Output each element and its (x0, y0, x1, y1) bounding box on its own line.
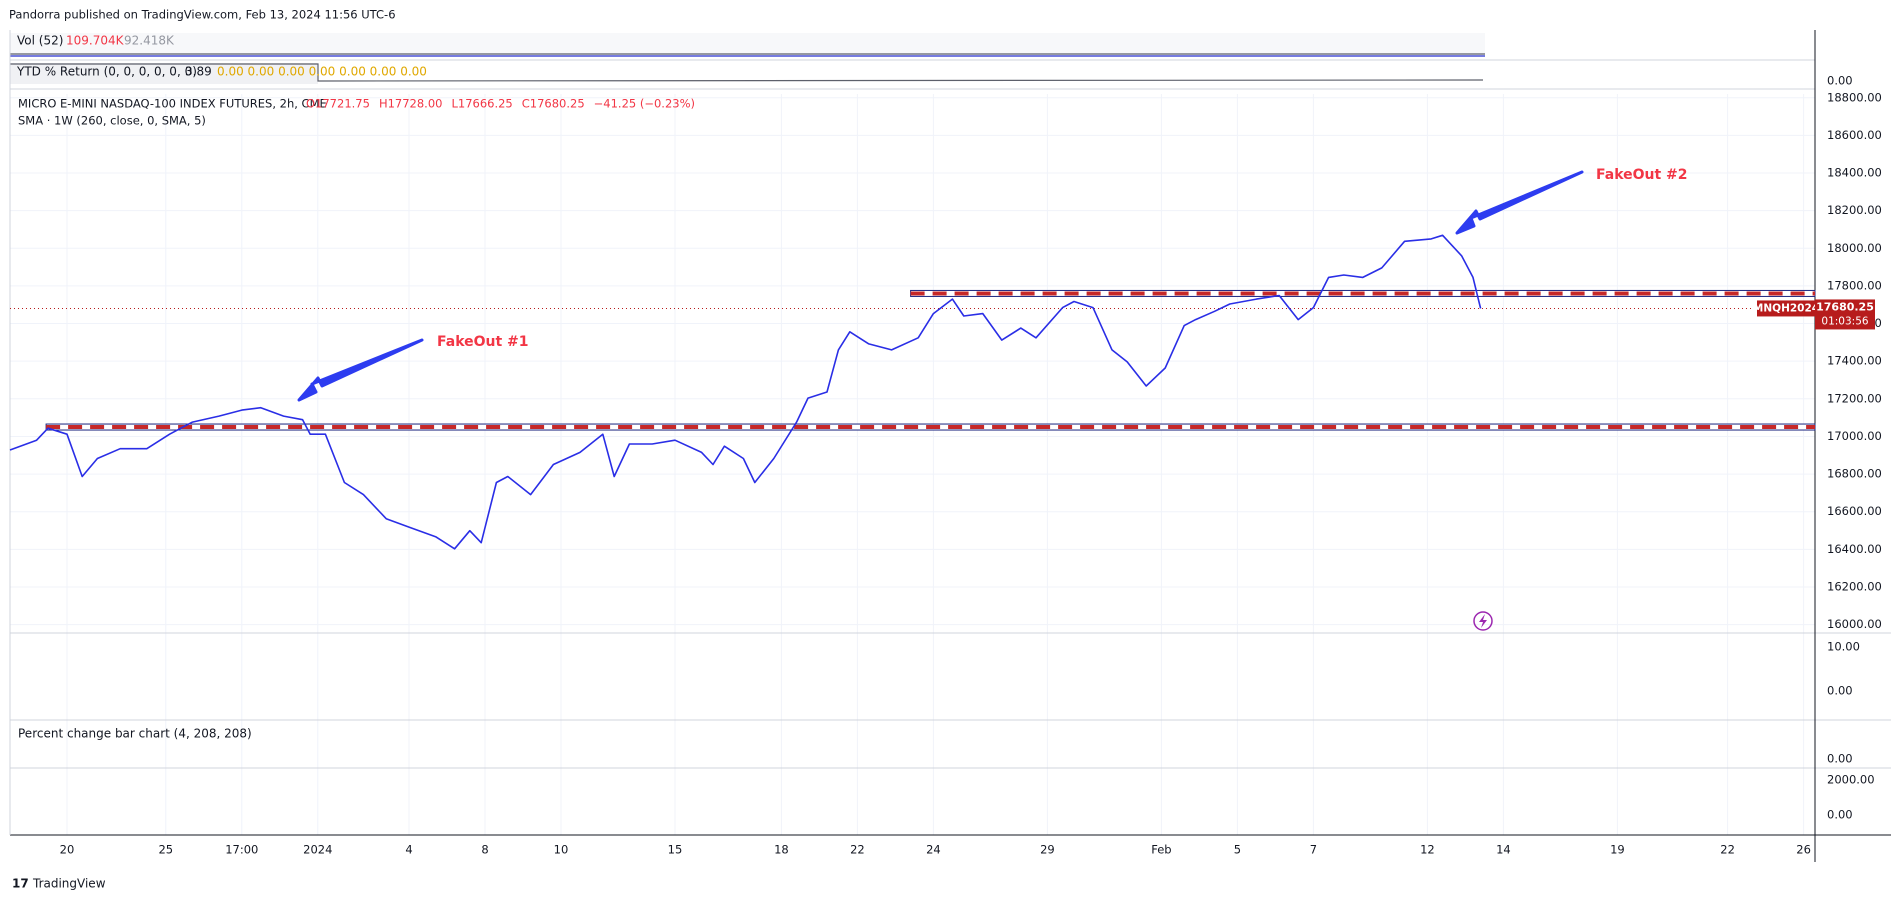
x-tick-label: 2024 (303, 843, 332, 857)
x-tick-label: 24 (926, 843, 941, 857)
x-tick-label: 22 (1720, 843, 1735, 857)
y-tick-label: 17800.00 (1827, 278, 1882, 292)
pane-axis-label: 2000.00 (1827, 773, 1875, 787)
ohlc-value: H17728.00 (379, 97, 443, 111)
pane-axis-label: 0.00 (1827, 752, 1853, 766)
footer: TradingView (32, 877, 106, 891)
ytd-value: 3.89 (185, 65, 212, 79)
x-tick-label: 4 (405, 843, 412, 857)
alert-icon-bolt (1479, 614, 1487, 628)
ytd-line (10, 63, 1484, 82)
ohlc-legend: O17721.75 H17728.00 L17666.25 C17680.25 −41.… (306, 97, 695, 111)
x-tick-label: 17:00 (225, 843, 258, 857)
annotation-arrow (297, 338, 424, 402)
x-tick-label: 10 (554, 843, 569, 857)
last-price-label: 17680.25 (1816, 300, 1874, 313)
x-tick-label: 15 (668, 843, 683, 857)
header: Pandorra published on TradingView.com, F… (9, 8, 396, 22)
volume-value: 109.704K (66, 34, 125, 48)
x-tick-label: 29 (1040, 843, 1055, 857)
symbol-title: MICRO E-MINI NASDAQ-100 INDEX FUTURES, 2… (18, 97, 327, 111)
annotation-arrow (1455, 170, 1584, 235)
annotation: FakeOut #1 (437, 334, 529, 350)
last-price-box (1815, 299, 1875, 330)
y-tick-label: 18200.00 (1827, 203, 1882, 217)
x-tick-label: 26 (1796, 843, 1811, 857)
pane-axis-label: 0.00 (1827, 808, 1853, 822)
ytd-shade (10, 63, 318, 84)
volume-label: Vol (52) (17, 34, 63, 48)
x-tick-label: 19 (1610, 843, 1625, 857)
symbol-label: MNQH2024 (1753, 302, 1819, 314)
x-tick-label: 8 (481, 843, 488, 857)
ohlc-value: −41.25 (−0.23%) (594, 97, 695, 111)
y-tick-label: 17000.00 (1827, 429, 1882, 443)
ohlc-value: L17666.25 (451, 97, 512, 111)
y-tick-label: 16600.00 (1827, 504, 1882, 518)
y-tick-label: 18800.00 (1827, 90, 1882, 104)
x-tick-label: 22 (850, 843, 865, 857)
pane-axis-label: 10.00 (1827, 640, 1860, 654)
y-tick-label: 16800.00 (1827, 467, 1882, 481)
y-tick-label: 17400.00 (1827, 354, 1882, 368)
ohlc-value: O17721.75 (306, 97, 370, 111)
ohlc-value: C17680.25 (522, 97, 585, 111)
pane-axis-label: 0.00 (1827, 684, 1853, 698)
x-tick-label: Feb (1151, 843, 1171, 857)
footer-logo: 17 (12, 877, 29, 891)
ytd-label: YTD % Return (0, 0, 0, 0, 0, 0) (16, 65, 197, 79)
y-tick-label: 16400.00 (1827, 542, 1882, 556)
annotation: FakeOut #2 (1596, 167, 1688, 183)
x-tick-label: 25 (158, 843, 173, 857)
symbol-label-box (1757, 300, 1815, 317)
price-line (9, 234, 1482, 550)
x-tick-label: 12 (1420, 843, 1435, 857)
x-tick-label: 5 (1234, 843, 1241, 857)
y-tick-label: 18400.00 (1827, 166, 1882, 180)
y-tick-label: 16200.00 (1827, 579, 1882, 593)
volume-ma-value: 92.418K (124, 34, 175, 48)
ytd-values: 0.00 0.00 0.00 0.00 0.00 0.00 0.00 (217, 65, 427, 79)
indicator-label: SMA · 1W (260, close, 0, SMA, 5) (18, 114, 206, 128)
y-tick-label: 17200.00 (1827, 391, 1882, 405)
y-tick-label: 16000.00 (1827, 617, 1882, 631)
percent-change-label: Percent change bar chart (4, 208, 208) (18, 727, 252, 741)
x-tick-label: 18 (774, 843, 789, 857)
countdown-label: 01:03:56 (1821, 315, 1868, 327)
y-tick-label: 18600.00 (1827, 128, 1882, 142)
x-tick-label: 7 (1310, 843, 1317, 857)
x-tick-label: 20 (60, 843, 75, 857)
ytd-axis-label: 0.00 (1827, 74, 1853, 88)
x-tick-label: 14 (1496, 843, 1511, 857)
y-tick-label: 18000.00 (1827, 241, 1882, 255)
alert-icon[interactable] (1473, 611, 1493, 631)
